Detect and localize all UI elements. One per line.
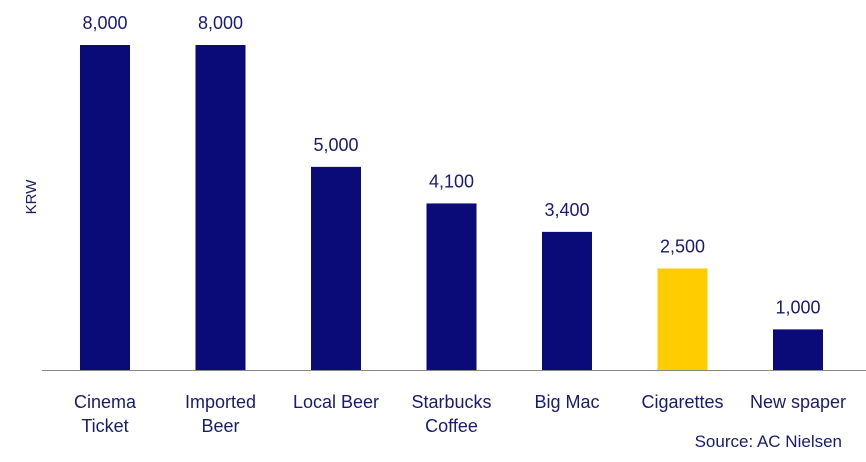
- bar-2: [311, 166, 361, 370]
- value-label-0: 8,000: [82, 13, 127, 33]
- value-label-2: 5,000: [313, 135, 358, 155]
- value-labels-group: 8,000 8,000 5,000 4,100 3,400 2,500 1,000: [82, 13, 820, 317]
- bar-4: [542, 231, 592, 370]
- category-label-2: Local Beer: [293, 392, 379, 412]
- bar-1: [195, 45, 246, 370]
- category-label-1: Imported Beer: [185, 392, 256, 436]
- source-note: Source: AC Nielsen: [694, 432, 842, 451]
- bar-0: [80, 45, 130, 370]
- category-labels-group: Cinema Ticket Imported Beer Local Beer Starbu…: [74, 392, 846, 436]
- category-label-3: Starbucks Coffee: [411, 392, 491, 436]
- value-label-3: 4,100: [429, 171, 474, 191]
- value-label-1: 8,000: [198, 13, 243, 33]
- value-label-6: 1,000: [775, 297, 820, 317]
- value-label-4: 3,400: [544, 200, 589, 220]
- value-label-5: 2,500: [660, 236, 705, 256]
- bar-3: [426, 203, 477, 370]
- y-axis-label: KRW: [23, 179, 40, 215]
- category-label-6: New spaper: [750, 392, 846, 412]
- category-label-0: Cinema Ticket: [74, 392, 137, 436]
- category-label-4: Big Mac: [534, 392, 599, 412]
- category-label-5: Cigarettes: [641, 392, 723, 412]
- bars-group: [80, 45, 823, 370]
- bar-5: [657, 268, 708, 370]
- bar-6: [773, 329, 823, 370]
